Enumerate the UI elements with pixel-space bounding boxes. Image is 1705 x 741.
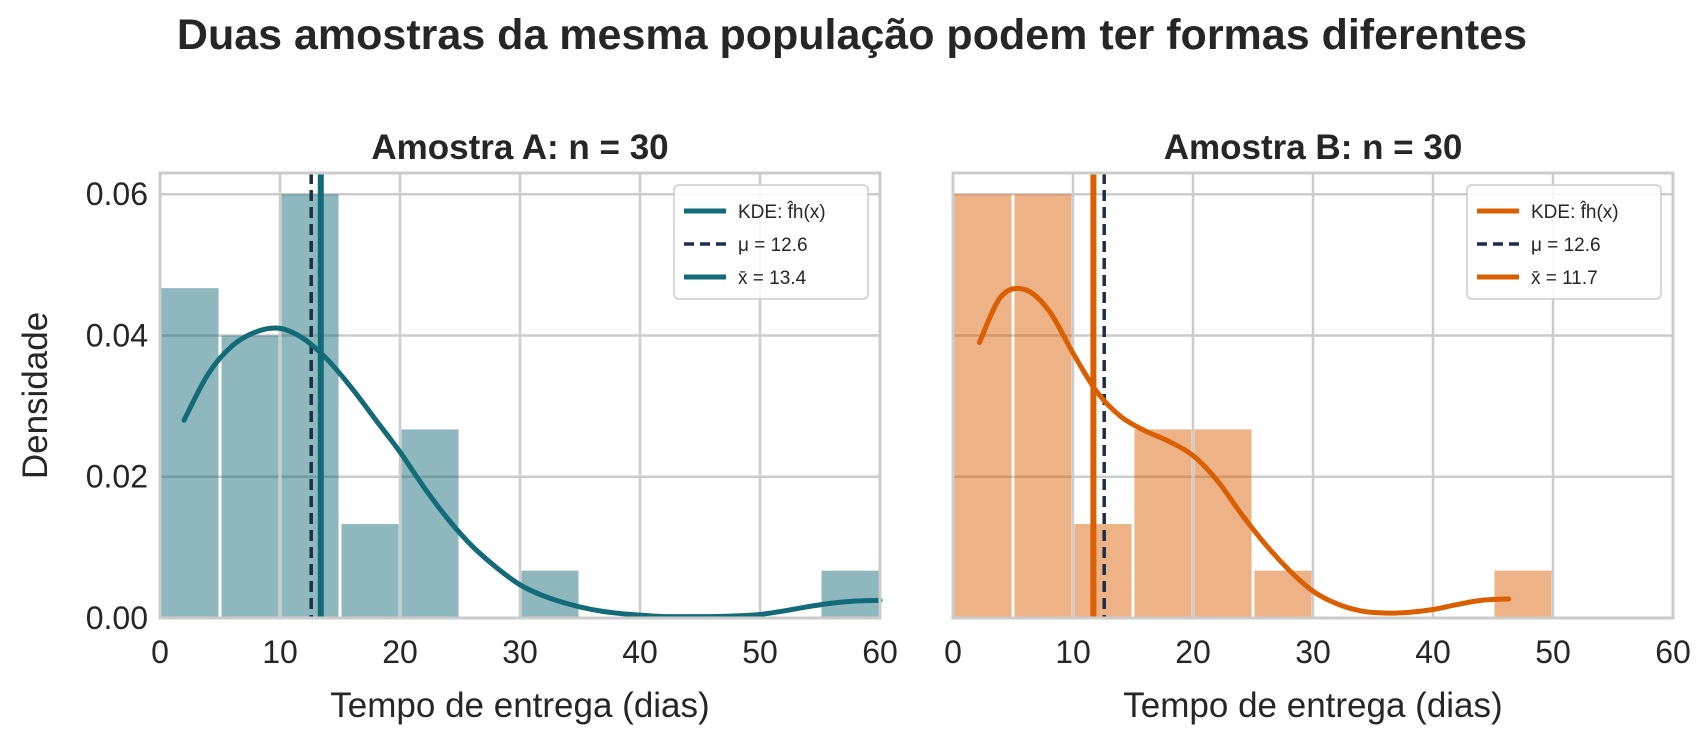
x-tick-label: 20	[1175, 634, 1211, 670]
histogram-bar	[341, 524, 399, 618]
x-tick-label: 40	[622, 634, 658, 670]
x-tick-label: 30	[1295, 634, 1331, 670]
histogram-bar	[521, 570, 579, 618]
legend-label: x̄ = 11.7	[1531, 268, 1598, 289]
histogram-bar	[1194, 429, 1252, 618]
y-tick-label: 0.06	[86, 176, 148, 212]
x-tick-label: 10	[1055, 634, 1091, 670]
axes-frame	[951, 171, 1675, 620]
histogram-bar	[1254, 570, 1312, 618]
legend-label: KDE: f̂h(x)	[1531, 201, 1619, 223]
figure-suptitle: Duas amostras da mesma população podem t…	[177, 11, 1527, 59]
x-tick-label: 50	[1535, 634, 1571, 670]
histogram-bar	[1494, 570, 1552, 618]
kde-curve	[976, 285, 1512, 616]
x-tick-label: 30	[502, 634, 538, 670]
y-tick-label: 0.02	[86, 459, 148, 495]
histogram-bar	[1014, 194, 1072, 618]
kde-curve	[181, 325, 883, 620]
x-axis-label: Tempo de entrega (dias)	[330, 686, 709, 725]
x-tick-label: 0	[944, 634, 962, 670]
legend: KDE: f̂h(x) μ = 12.6 x̄ = 13.4	[673, 184, 869, 300]
legend-label: μ = 12.6	[1531, 235, 1601, 256]
x-axis-label: Tempo de entrega (dias)	[1123, 686, 1502, 725]
histogram-bar	[954, 194, 1012, 618]
x-tick-label: 50	[742, 634, 778, 670]
y-tick-label: 0.00	[86, 600, 148, 636]
x-tick-label: 60	[1655, 634, 1691, 670]
x-tick-label: 60	[862, 634, 898, 670]
axes-frame	[158, 171, 882, 620]
histogram-bar	[1134, 429, 1192, 618]
y-axis-label: Densidade	[16, 312, 55, 479]
x-tick-label: 0	[151, 634, 169, 670]
panel-title: Amostra A: n = 30	[371, 128, 668, 167]
x-tick-label: 10	[262, 634, 298, 670]
legend-label: μ = 12.6	[738, 235, 808, 256]
panel-title: Amostra B: n = 30	[1164, 128, 1463, 167]
histogram-bar	[221, 335, 279, 618]
panel-amostra-b: 0 10 20 30 40 50 60 Amostra B: n = 30 Tempo de e…	[944, 128, 1691, 725]
panel-amostra-a: 0 10 20 30 40 50 60 0.00 0.02 0.04 0.06 Amostra A: …	[16, 128, 898, 725]
x-tick-label: 40	[1415, 634, 1451, 670]
legend-label: x̄ = 13.4	[738, 268, 807, 289]
histogram-bar	[821, 570, 879, 618]
legend-label: KDE: f̂h(x)	[738, 201, 826, 223]
y-tick-label: 0.04	[86, 317, 148, 353]
legend: KDE: f̂h(x) μ = 12.6 x̄ = 11.7	[1466, 184, 1662, 300]
histogram-bar	[161, 288, 219, 618]
x-tick-label: 20	[382, 634, 418, 670]
